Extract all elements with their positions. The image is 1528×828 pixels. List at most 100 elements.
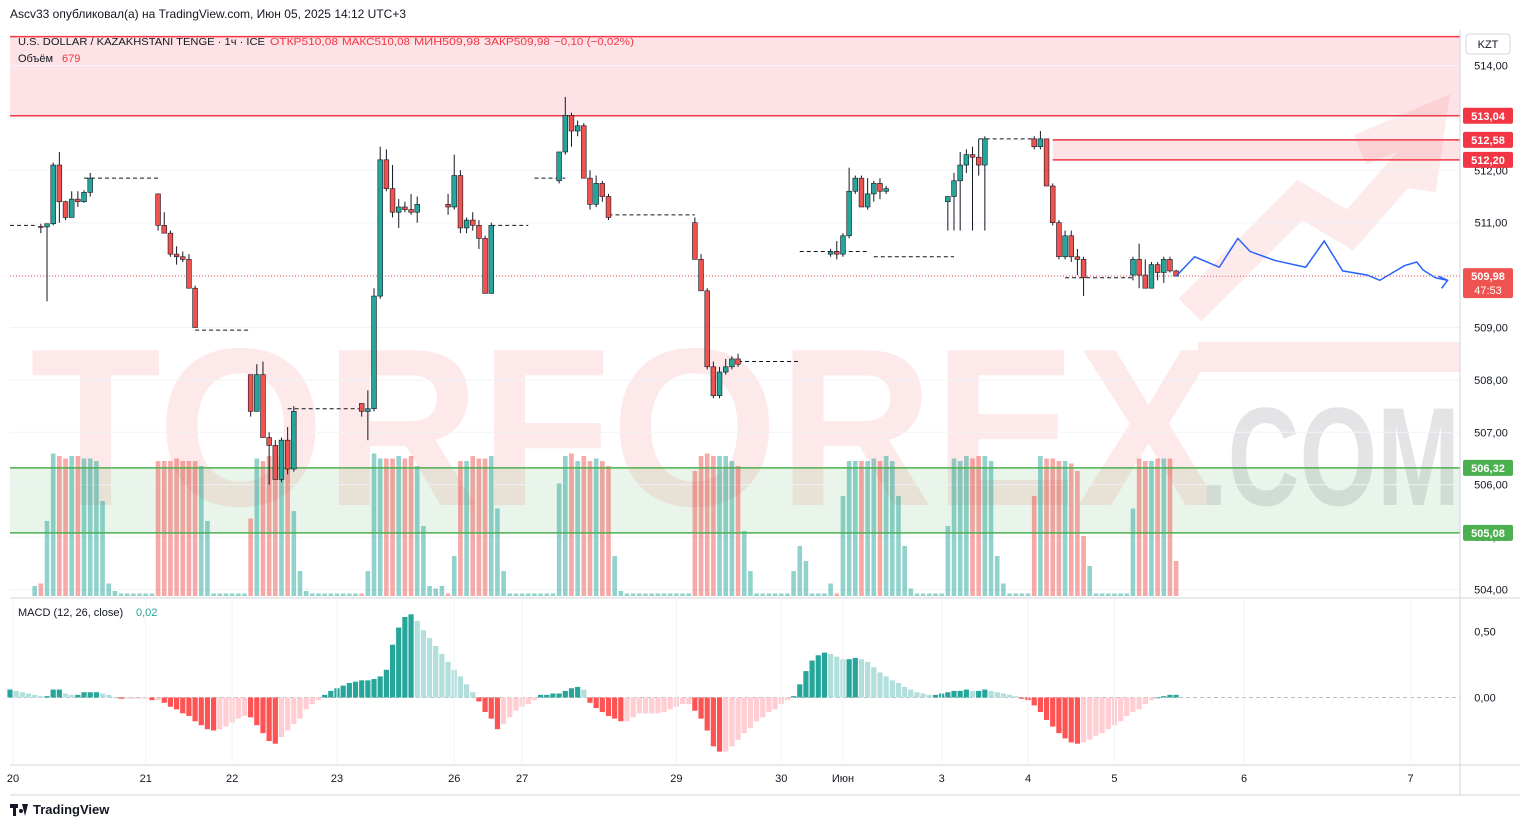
volume-bar bbox=[661, 593, 667, 596]
volume-bar bbox=[1142, 461, 1148, 596]
macd-bar bbox=[389, 644, 396, 698]
time-tick-label: 5 bbox=[1111, 773, 1117, 785]
currency-box[interactable] bbox=[1465, 33, 1511, 55]
forecast-line bbox=[1175, 237, 1448, 282]
macd-bar bbox=[106, 694, 112, 698]
volume-bar bbox=[723, 456, 729, 596]
macd-bar bbox=[544, 694, 550, 698]
macd-bar bbox=[1013, 696, 1019, 698]
macd-bar bbox=[525, 697, 531, 705]
candle-body bbox=[272, 445, 279, 480]
macd-bar bbox=[309, 697, 315, 705]
candle-body bbox=[1148, 264, 1155, 289]
macd-bar bbox=[87, 692, 93, 698]
candle-body bbox=[1062, 235, 1068, 258]
volume-bar bbox=[260, 461, 266, 596]
candle-body bbox=[1056, 222, 1062, 258]
macd-bar bbox=[315, 697, 322, 701]
macd-bar bbox=[599, 697, 605, 713]
candle-body bbox=[729, 358, 735, 368]
time-axis[interactable]: 20 21 22 23 26 27 29 30 Июн 3 4 5 6 7 bbox=[7, 598, 1414, 785]
volume-bar bbox=[414, 466, 420, 596]
macd-bar bbox=[834, 656, 840, 698]
volume-bar bbox=[377, 458, 383, 596]
macd-bar bbox=[19, 692, 25, 698]
candle-body bbox=[605, 196, 612, 218]
volume-bar bbox=[754, 593, 759, 596]
candle-body bbox=[44, 223, 50, 228]
volume-bar bbox=[433, 588, 439, 596]
macd-bar bbox=[877, 672, 883, 698]
footer[interactable]: TradingView bbox=[10, 802, 109, 817]
volume-bar bbox=[1031, 496, 1037, 596]
volume-bar bbox=[316, 593, 321, 596]
volume-bar bbox=[322, 593, 327, 596]
time-tick-label: 30 bbox=[775, 773, 787, 785]
price-axis[interactable]: 504,00505,00506,00507,00508,00509,00511,… bbox=[1474, 61, 1508, 597]
macd-bar bbox=[1167, 694, 1173, 698]
candle-body bbox=[963, 154, 970, 166]
level-price-labels: 513,04 512,58 512,20 506,32 505,08 509,98 47:5… bbox=[1463, 107, 1513, 541]
volume-bar bbox=[248, 518, 253, 596]
candle-body bbox=[692, 222, 698, 260]
macd-bar bbox=[1173, 694, 1179, 698]
level-price-label: 512,58 bbox=[1471, 135, 1505, 147]
legend-symbol[interactable]: U.S. DOLLAR / KAZAKHSTANI TENGE · 1ч · I… bbox=[18, 36, 265, 48]
volume-bar bbox=[297, 571, 303, 596]
macd-bar bbox=[753, 697, 760, 722]
macd-bar bbox=[605, 697, 612, 716]
candle-body bbox=[482, 238, 488, 294]
candle-body bbox=[1142, 274, 1148, 289]
macd-bar bbox=[340, 685, 346, 698]
macd-bar bbox=[828, 653, 834, 698]
candle-body bbox=[871, 183, 877, 195]
volume-bar bbox=[137, 593, 142, 596]
macd-bar bbox=[32, 694, 38, 698]
candle-body bbox=[599, 183, 606, 197]
forecast-path[interactable] bbox=[1175, 237, 1449, 289]
candle-body bbox=[1050, 185, 1056, 224]
candle-body bbox=[155, 193, 161, 226]
footer-brand: TradingView bbox=[33, 802, 110, 817]
volume-bar bbox=[44, 521, 50, 596]
macd-bar bbox=[982, 689, 988, 698]
candle-body bbox=[62, 201, 69, 218]
macd-bar bbox=[192, 697, 198, 722]
candle-body bbox=[1037, 138, 1044, 148]
macd-bar bbox=[7, 689, 13, 698]
volume-bar bbox=[131, 593, 136, 596]
macd-legend-label[interactable]: MACD (12, 26, close) bbox=[18, 607, 123, 619]
candle-body bbox=[463, 219, 470, 229]
macd-bar bbox=[741, 697, 747, 734]
candle-body bbox=[186, 259, 192, 289]
macd-bar bbox=[612, 697, 618, 719]
level-lines[interactable] bbox=[10, 35, 1460, 534]
volume-bar bbox=[464, 461, 469, 596]
macd-bar bbox=[198, 697, 204, 726]
volume-bar bbox=[914, 593, 920, 596]
macd-bar bbox=[124, 697, 130, 699]
macd-bar bbox=[865, 661, 871, 698]
macd-bar bbox=[167, 697, 174, 707]
volume-bar bbox=[439, 586, 445, 596]
macd-bar bbox=[908, 689, 914, 698]
volume-bar bbox=[1025, 593, 1031, 596]
macd-bar bbox=[963, 689, 969, 698]
macd-bar bbox=[204, 697, 211, 730]
candle-body bbox=[247, 374, 254, 412]
candle-body bbox=[883, 188, 889, 192]
volume-bar bbox=[94, 461, 99, 596]
volume-bar bbox=[38, 583, 44, 596]
volume-bar bbox=[100, 501, 105, 596]
macd-bar bbox=[346, 682, 352, 698]
macd-bar bbox=[562, 690, 568, 698]
volume-bar bbox=[544, 593, 550, 596]
macd-bar bbox=[729, 697, 735, 747]
candle-body bbox=[87, 177, 93, 193]
macd-bar bbox=[587, 697, 593, 703]
volume-bar bbox=[1001, 583, 1006, 596]
macd-axis[interactable]: 0,50 0,00 bbox=[1474, 627, 1495, 705]
macd-tick-label: 0,50 bbox=[1474, 627, 1495, 639]
macd-bar bbox=[278, 697, 285, 738]
